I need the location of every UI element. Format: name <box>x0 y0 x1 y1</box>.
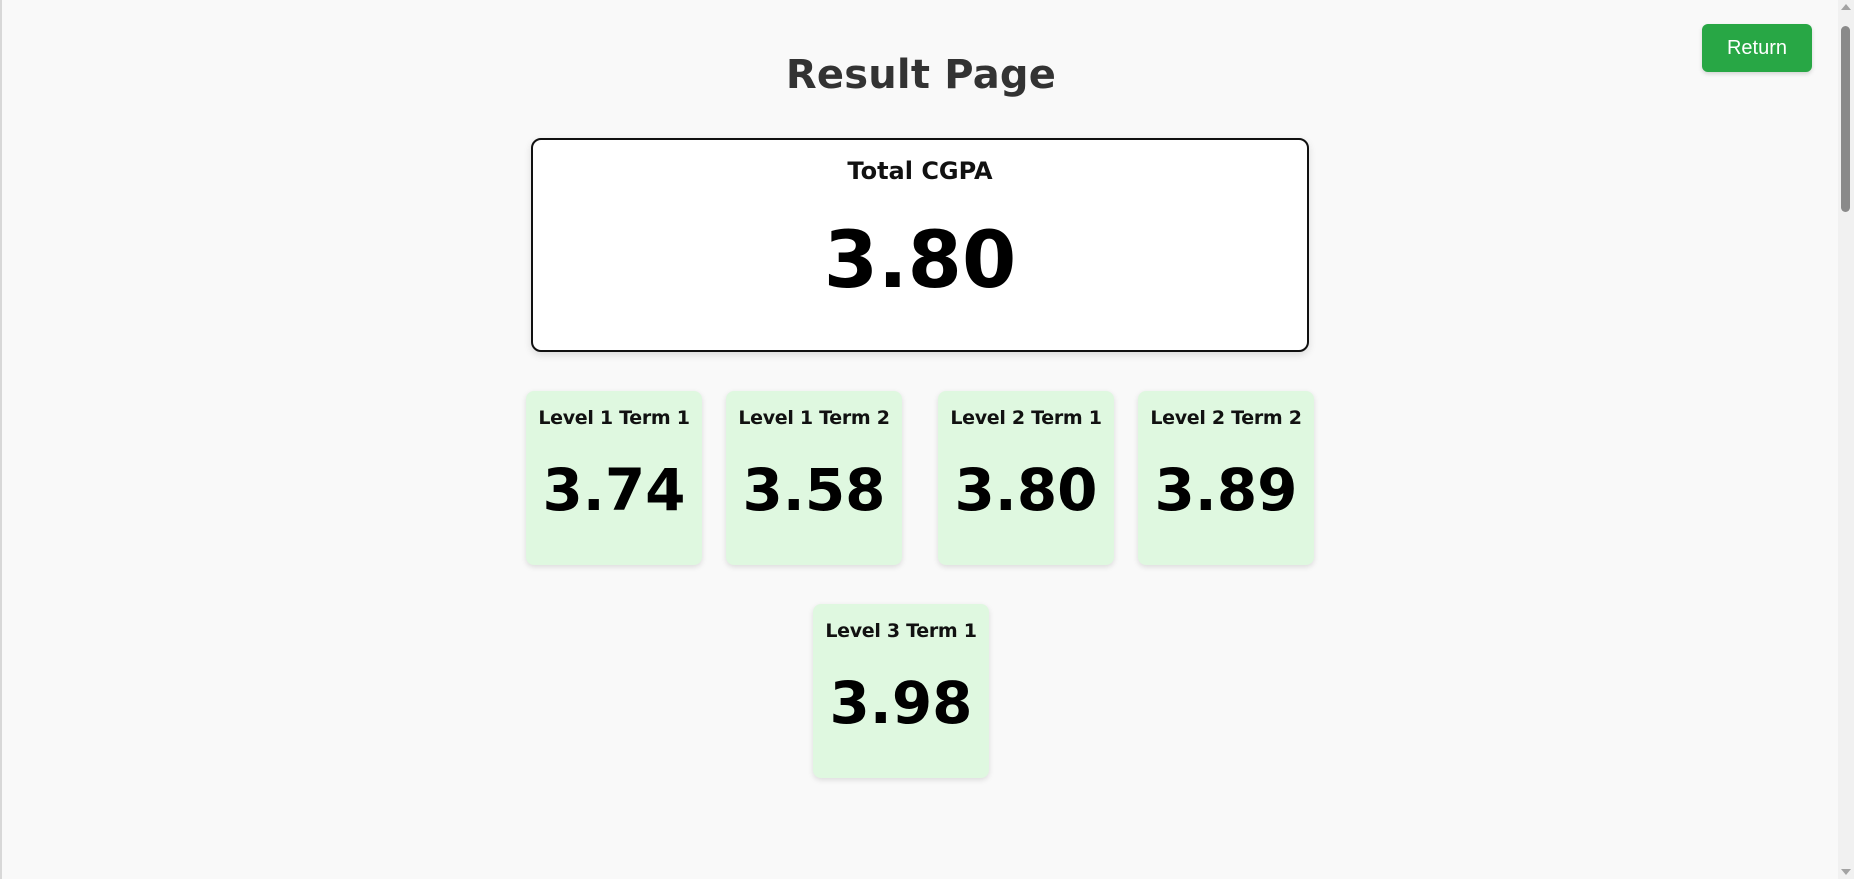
scroll-thumb[interactable] <box>1841 26 1850 212</box>
term-gpa-value: 3.58 <box>742 456 886 524</box>
term-card-level-1-term-1: Level 1 Term 1 3.74 <box>526 391 702 565</box>
page-title: Result Page <box>785 52 1057 98</box>
scroll-down-arrow-icon[interactable] <box>1841 869 1851 875</box>
term-gpa-value: 3.98 <box>829 669 973 737</box>
return-button[interactable]: Return <box>1702 24 1812 72</box>
term-gpa-value: 3.80 <box>954 456 1098 524</box>
term-label: Level 3 Term 1 <box>825 620 977 642</box>
term-label: Level 1 Term 2 <box>738 407 890 429</box>
total-cgpa-value: 3.80 <box>823 216 1017 306</box>
vertical-scrollbar[interactable] <box>1838 0 1854 879</box>
term-card-level-3-term-1: Level 3 Term 1 3.98 <box>813 604 989 778</box>
total-cgpa-label: Total CGPA <box>847 157 993 185</box>
term-gpa-value: 3.74 <box>542 456 686 524</box>
term-card-level-2-term-1: Level 2 Term 1 3.80 <box>938 391 1114 565</box>
term-label: Level 2 Term 1 <box>950 407 1102 429</box>
term-card-level-2-term-2: Level 2 Term 2 3.89 <box>1138 391 1314 565</box>
total-cgpa-card: Total CGPA 3.80 <box>531 138 1309 352</box>
term-label: Level 2 Term 2 <box>1150 407 1302 429</box>
term-card-level-1-term-2: Level 1 Term 2 3.58 <box>726 391 902 565</box>
term-gpa-value: 3.89 <box>1154 456 1298 524</box>
scroll-up-arrow-icon[interactable] <box>1841 4 1851 10</box>
term-label: Level 1 Term 1 <box>538 407 690 429</box>
